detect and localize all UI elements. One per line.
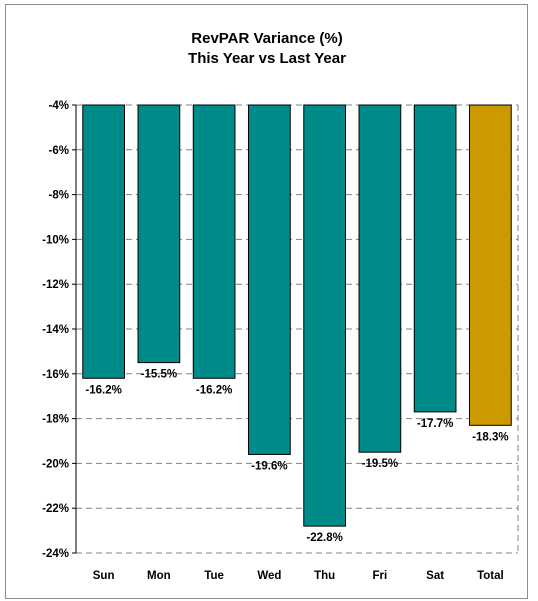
y-tick-label: -4%	[49, 100, 69, 112]
data-label: -19.5%	[362, 458, 398, 470]
bar	[469, 104, 512, 426]
bar	[82, 104, 125, 379]
data-label: -16.2%	[85, 384, 121, 396]
data-label: -15.5%	[141, 369, 177, 381]
data-labels: -16.2% -15.5% -16.2% -19.6% -22.8% -19.5% -17.…	[85, 369, 508, 545]
bars	[82, 104, 512, 527]
data-label: -22.8%	[306, 532, 342, 544]
y-tick-label: -10%	[42, 234, 69, 246]
y-tick-label: -24%	[42, 548, 69, 560]
bar	[303, 104, 346, 527]
bar	[137, 104, 181, 364]
data-label: -16.2%	[196, 384, 232, 396]
y-tick-label: -20%	[42, 458, 69, 470]
data-label: -18.3%	[472, 431, 508, 443]
x-category-label: Total	[477, 570, 504, 582]
chart-subtitle: This Year vs Last Year	[188, 50, 346, 67]
bar	[248, 104, 291, 455]
bar	[413, 104, 457, 413]
x-category-label: Tue	[204, 570, 224, 582]
x-category-label: Sun	[93, 570, 115, 582]
axes	[75, 105, 519, 553]
y-tick-label: -16%	[42, 369, 69, 381]
x-category-label: Sat	[426, 570, 444, 582]
bar	[192, 104, 236, 379]
x-category-label: Thu	[314, 570, 335, 582]
y-tick-label: -12%	[42, 279, 69, 291]
y-tick-label: -14%	[42, 324, 69, 336]
x-category-label: Wed	[257, 570, 281, 582]
y-axis-ticks: -4% -6% -8% -10% -12% -14% -16% -18% -20% -22% -24…	[42, 100, 76, 560]
data-label: -17.7%	[417, 418, 453, 430]
x-axis-categories: Sun Mon Tue Wed Thu Fri Sat Total	[93, 570, 504, 582]
chart-title: RevPAR Variance (%)	[191, 30, 342, 47]
y-tick-label: -18%	[42, 414, 69, 426]
chart-frame: RevPAR Variance (%) This Year vs Last Ye…	[5, 4, 528, 599]
revpar-variance-chart: RevPAR Variance (%) This Year vs Last Ye…	[42, 30, 519, 582]
y-tick-label: -6%	[49, 145, 69, 157]
y-tick-label: -8%	[49, 190, 69, 202]
y-tick-label: -22%	[42, 503, 69, 515]
data-label: -19.6%	[251, 460, 287, 472]
x-category-label: Fri	[373, 570, 388, 582]
x-category-label: Mon	[147, 570, 171, 582]
bar	[358, 104, 402, 453]
